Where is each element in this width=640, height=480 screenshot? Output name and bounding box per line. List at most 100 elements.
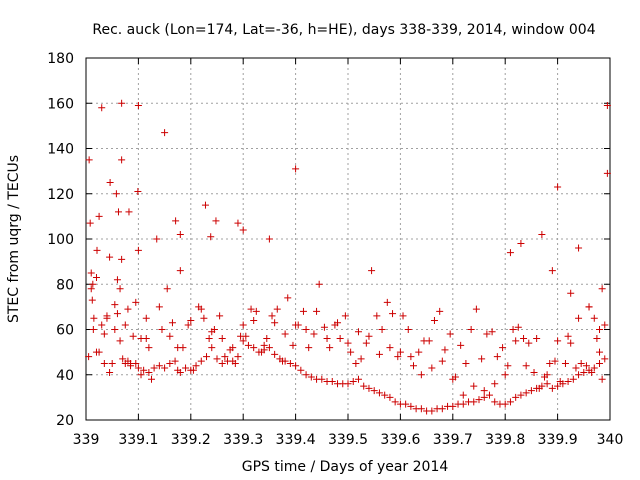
data-point-marker (302, 326, 310, 333)
x-tick-label: 339 (73, 432, 100, 448)
data-point-marker (284, 294, 292, 302)
data-point-marker (313, 307, 321, 315)
data-point-marker (567, 339, 575, 347)
data-point-marker (485, 391, 493, 399)
data-point-marker (446, 330, 454, 338)
x-axis-label: GPS time / Days of year 2014 (242, 459, 449, 475)
data-point-marker (112, 190, 120, 198)
data-point-marker (189, 366, 197, 374)
data-point-marker (554, 382, 562, 390)
data-point-marker (244, 341, 252, 349)
data-point-marker (522, 362, 530, 370)
data-point-marker (307, 373, 315, 381)
data-point-marker (396, 348, 404, 356)
data-point-marker (590, 314, 598, 322)
data-point-marker (554, 183, 562, 191)
data-point-marker (323, 335, 331, 343)
data-point-marker (212, 217, 220, 225)
data-point-marker (567, 289, 575, 297)
data-point-marker (378, 326, 386, 333)
data-point-marker (601, 355, 609, 363)
data-point-marker (213, 355, 221, 363)
data-point-marker (226, 346, 234, 354)
data-point-marker (451, 373, 459, 381)
chart-title: Rec. auck (Lon=174, Lat=-36, h=HE), days… (92, 22, 595, 38)
x-tick-label: 339.4 (276, 432, 316, 448)
data-point-marker (310, 330, 318, 338)
data-point-marker (354, 328, 362, 336)
y-tick-labels: 20 40 60 80 100 120 140 160 180 (47, 51, 74, 429)
axis-ticks (85, 57, 611, 421)
data-point-marker (158, 326, 166, 333)
data-point-marker (491, 398, 499, 406)
data-point-marker (533, 335, 541, 343)
data-point-marker (216, 312, 224, 320)
data-point-marker (210, 326, 218, 333)
data-point-marker (394, 353, 402, 361)
data-point-marker (457, 341, 465, 349)
data-point-marker (527, 387, 535, 395)
data-point-marker (470, 382, 478, 390)
data-point-marker (480, 393, 488, 401)
data-point-marker (407, 353, 415, 361)
data-point-marker (564, 332, 572, 340)
data-point-marker (137, 335, 145, 343)
data-point-marker (470, 398, 478, 406)
data-point-marker (273, 305, 281, 313)
data-point-marker (375, 389, 383, 397)
data-point-marker (520, 335, 528, 343)
data-point-marker (399, 312, 407, 320)
data-point-marker (548, 384, 556, 392)
data-point-marker (593, 335, 601, 343)
data-point-marker (449, 402, 457, 410)
data-point-marker (85, 353, 93, 361)
data-point-marker (176, 368, 184, 376)
data-point-marker (551, 357, 559, 365)
x-tick-label: 339.9 (538, 432, 578, 448)
data-point-marker (142, 314, 150, 322)
data-point-marker (166, 332, 174, 340)
data-point-marker (601, 321, 609, 329)
data-point-marker (491, 380, 499, 388)
data-point-marker (247, 305, 255, 313)
data-point-marker (561, 359, 569, 367)
data-point-marker (88, 296, 96, 304)
data-point-marker (522, 389, 530, 397)
data-point-marker (172, 217, 180, 225)
data-point-marker (200, 314, 208, 322)
data-point-marker (541, 373, 548, 381)
data-point-marker (87, 285, 95, 293)
data-point-marker (192, 362, 200, 370)
data-point-marker (119, 355, 127, 363)
data-point-marker (271, 319, 279, 327)
data-point-marker (118, 255, 126, 263)
data-point-marker (517, 391, 525, 399)
data-point-marker (297, 366, 305, 374)
data-point-marker (368, 267, 376, 275)
data-point-marker (517, 240, 525, 248)
data-point-marker (472, 305, 480, 313)
data-point-marker (402, 400, 410, 408)
y-tick-label: 160 (47, 96, 74, 112)
data-point-marker (580, 368, 588, 376)
data-point-marker (410, 362, 417, 370)
data-point-marker (182, 364, 190, 372)
data-point-marker (603, 169, 611, 177)
data-point-marker (114, 208, 122, 216)
data-point-marker (93, 246, 101, 254)
data-point-marker (462, 359, 470, 367)
data-point-marker (145, 368, 153, 376)
data-point-marker (326, 344, 334, 352)
data-point-marker (506, 249, 514, 257)
data-point-marker (512, 393, 520, 401)
data-point-marker (365, 332, 373, 340)
data-point-marker (155, 362, 163, 370)
data-point-marker (90, 314, 98, 322)
data-point-marker (506, 398, 514, 406)
data-point-marker (362, 339, 370, 347)
data-point-marker (349, 378, 357, 386)
data-point-marker (208, 344, 216, 352)
data-point-marker (381, 391, 389, 399)
data-point-marker (265, 235, 273, 243)
